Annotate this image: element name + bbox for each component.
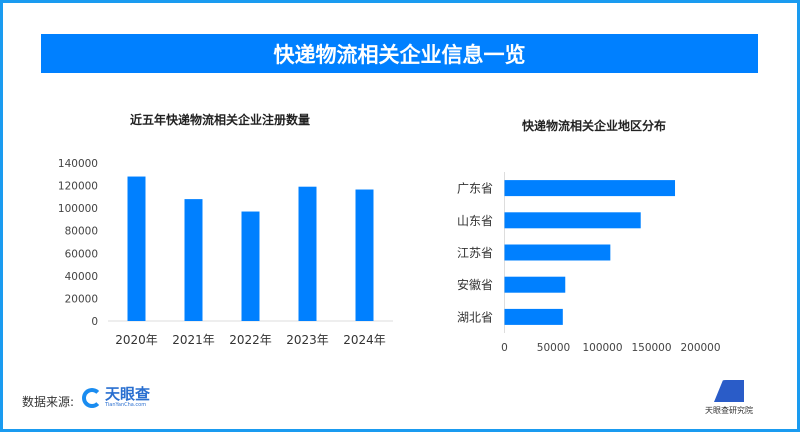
bar-江苏省 bbox=[504, 244, 611, 261]
y-tick-label: 100000 bbox=[58, 203, 98, 215]
bar-2022年 bbox=[241, 211, 260, 321]
y-tick-label: 20000 bbox=[65, 293, 98, 305]
bar-2023年 bbox=[298, 186, 317, 321]
left-chart-title: 近五年快递物流相关企业注册数量 bbox=[130, 113, 311, 127]
institute-logo-name: 天眼查研究院 bbox=[705, 406, 753, 415]
x-tick-label: 2021年 bbox=[172, 333, 215, 347]
bar-2021年 bbox=[184, 199, 203, 321]
source-label: 数据来源: bbox=[22, 395, 75, 409]
page-title: 快递物流相关企业信息一览 bbox=[41, 34, 758, 73]
x-tick-label: 2022年 bbox=[229, 333, 272, 347]
y-tick-label: 80000 bbox=[65, 226, 98, 238]
bar-安徽省 bbox=[504, 276, 566, 293]
y-tick-label: 湖北省 bbox=[457, 309, 493, 324]
bar-广东省 bbox=[504, 180, 676, 197]
x-tick-label: 2023年 bbox=[286, 333, 329, 347]
tianyancha-logo: 天眼查 TianYanCha.com bbox=[82, 387, 150, 408]
institute-logo-icon bbox=[714, 380, 744, 402]
y-tick-label: 广东省 bbox=[457, 182, 493, 196]
y-tick-label: 山东省 bbox=[457, 214, 493, 228]
x-tick-label: 2020年 bbox=[115, 333, 158, 347]
x-tick-label: 50000 bbox=[537, 342, 570, 354]
x-tick-label: 150000 bbox=[631, 342, 671, 354]
y-tick-label: 120000 bbox=[58, 181, 98, 193]
x-tick-label: 0 bbox=[501, 342, 508, 354]
y-tick-label: 0 bbox=[91, 316, 98, 328]
bar-湖北省 bbox=[504, 308, 563, 325]
bar-2020年 bbox=[127, 176, 146, 321]
source-logo-sub: TianYanCha.com bbox=[105, 402, 147, 408]
right-chart-title: 快递物流相关企业地区分布 bbox=[522, 119, 667, 133]
x-tick-label: 200000 bbox=[680, 342, 720, 354]
bar-山东省 bbox=[504, 212, 641, 229]
y-tick-label: 140000 bbox=[58, 158, 98, 170]
y-tick-label: 40000 bbox=[65, 271, 98, 283]
bar-2024年 bbox=[355, 189, 374, 321]
source-logo-name: 天眼查 bbox=[105, 385, 151, 403]
research-institute-logo: 天眼查研究院 bbox=[705, 380, 753, 416]
x-tick-label: 100000 bbox=[582, 342, 622, 354]
y-tick-label: 安徽省 bbox=[457, 277, 493, 292]
y-tick-label: 60000 bbox=[65, 248, 98, 260]
y-tick-label: 江苏省 bbox=[457, 246, 493, 260]
tianyancha-logo-icon bbox=[82, 387, 102, 408]
x-tick-label: 2024年 bbox=[343, 333, 386, 347]
